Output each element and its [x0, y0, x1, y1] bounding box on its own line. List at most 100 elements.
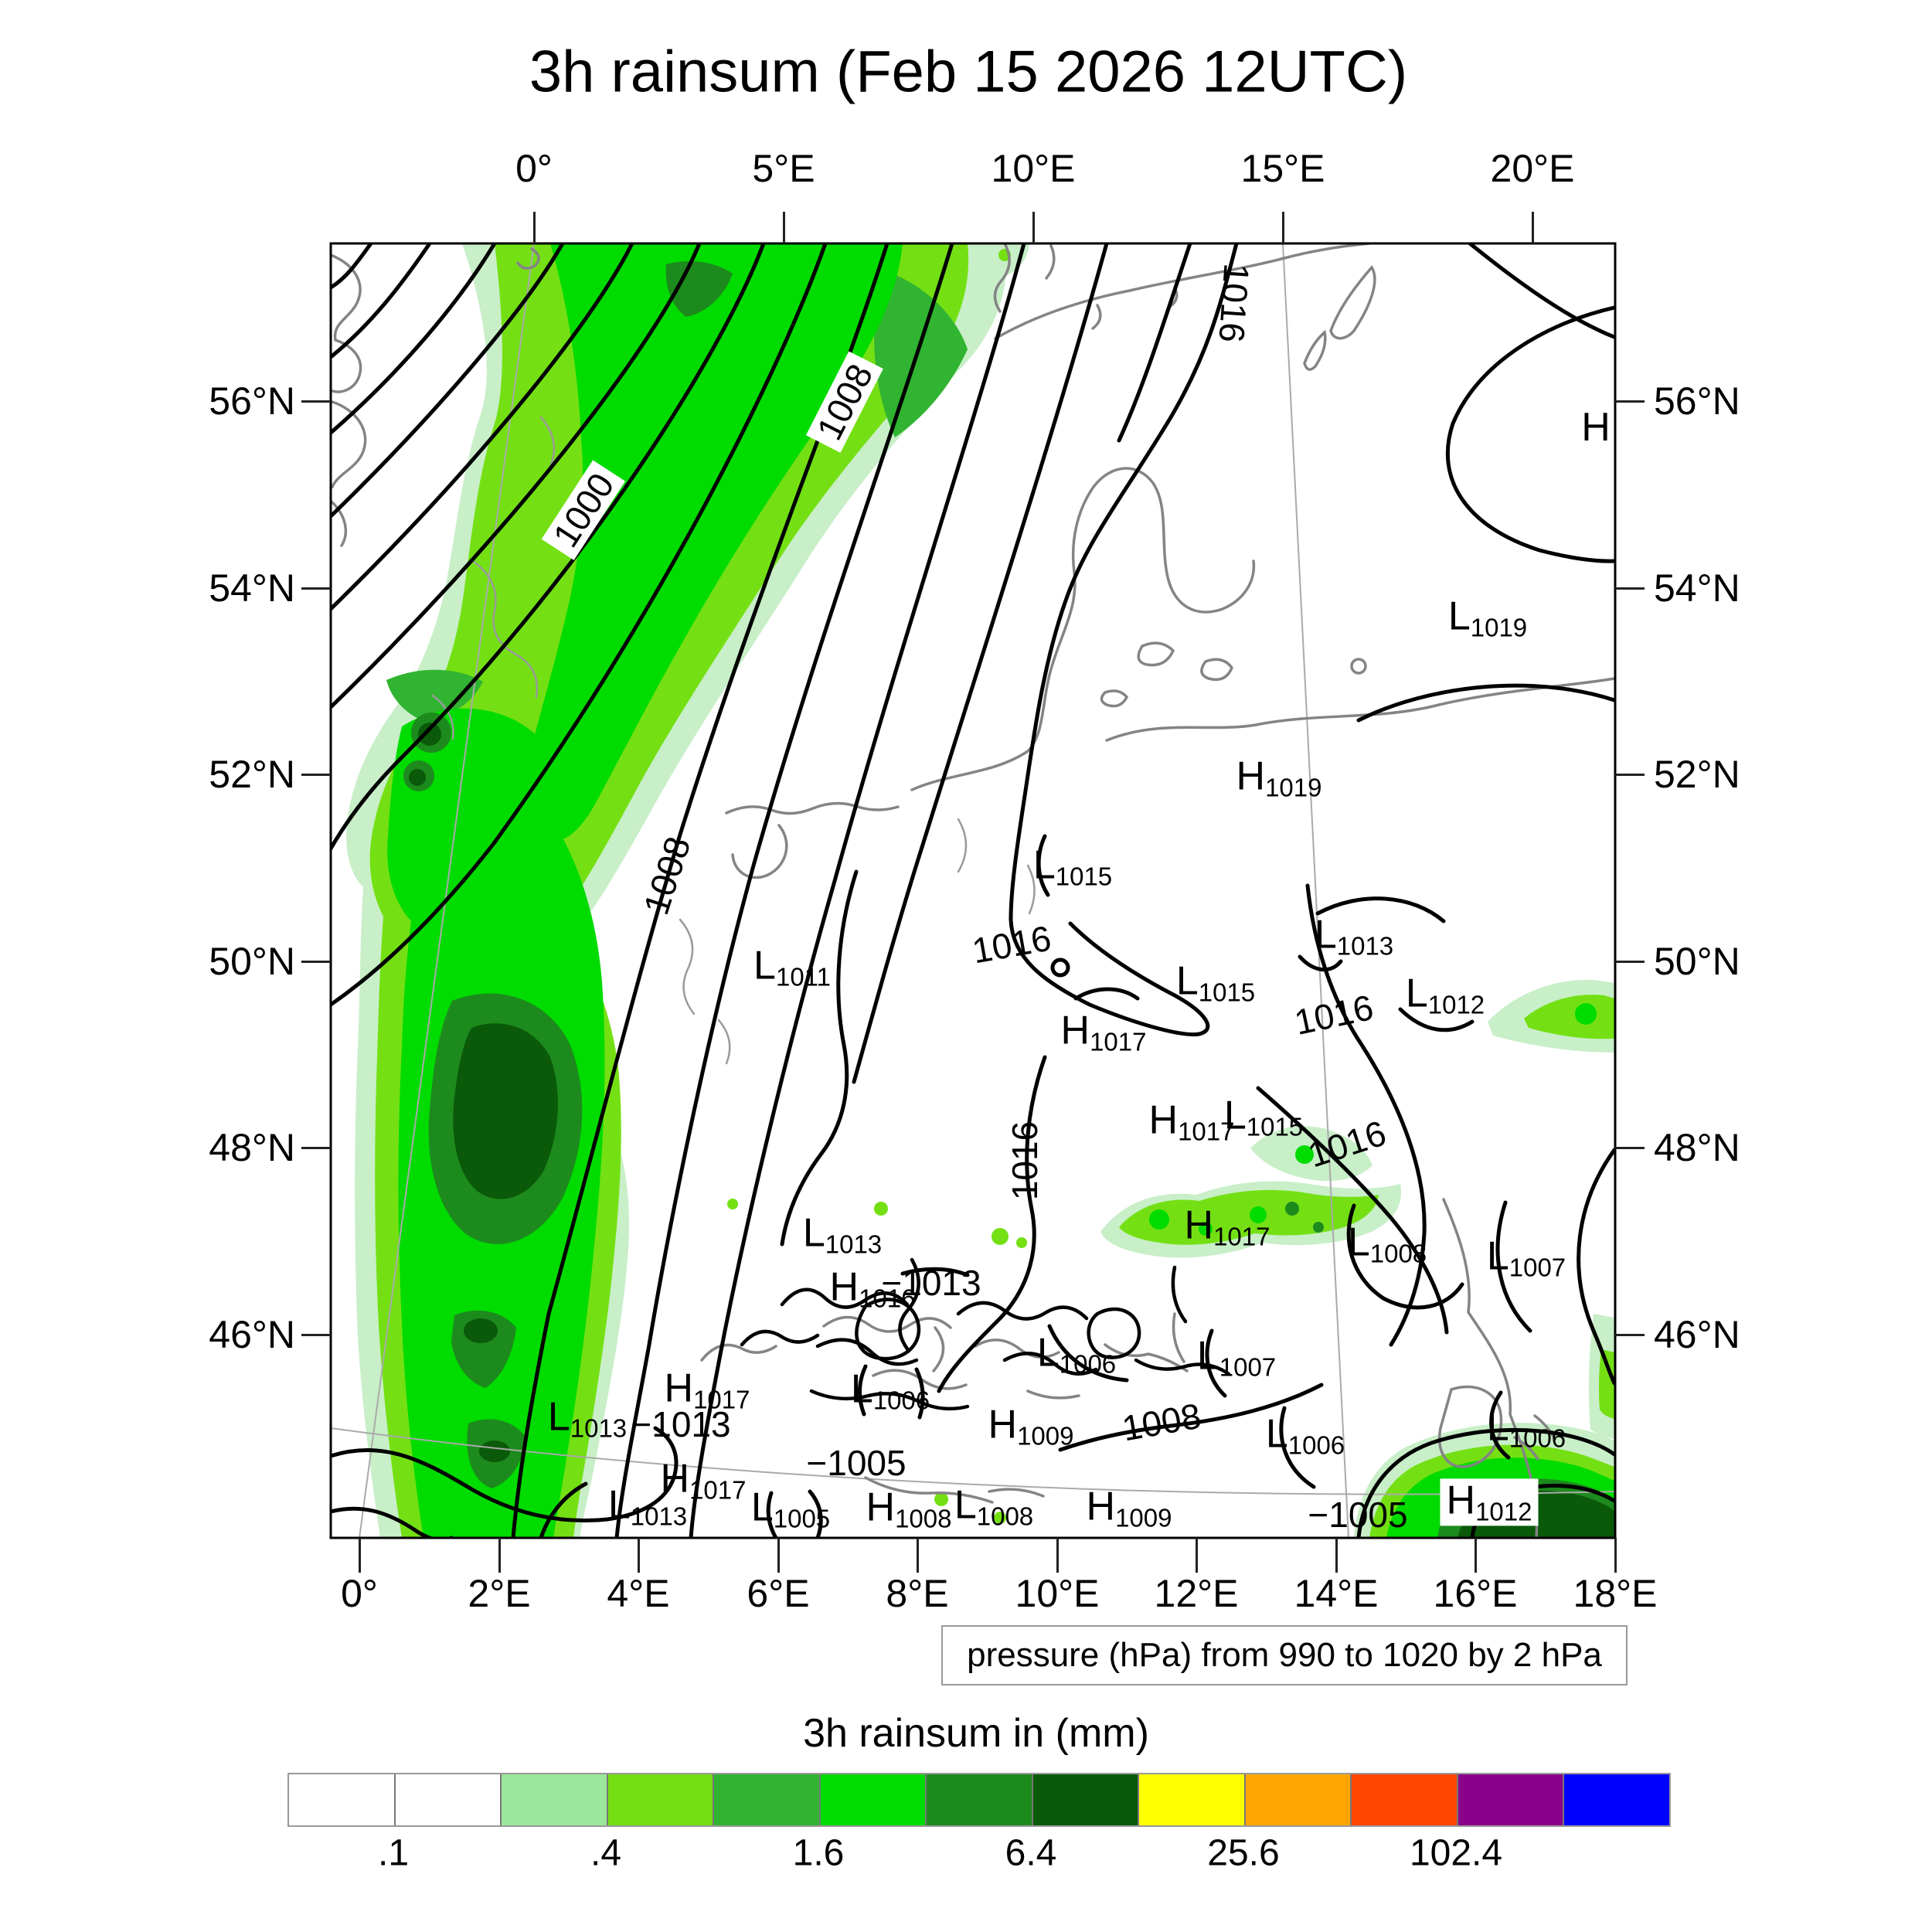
pressure-center-l: L1013: [1314, 912, 1394, 961]
colorbar-cell: [1243, 1774, 1351, 1825]
pressure-center-h: H1009: [988, 1402, 1074, 1451]
map-labels: 1000 1008 1008 1016 1016 1016 1016 1016 1008 −101…: [331, 243, 1615, 1538]
bottom-axis-label: 16°E: [1433, 1572, 1518, 1615]
bottom-tick: [637, 1538, 640, 1573]
page-title: 3h rainsum (Feb 15 2026 12UTC): [529, 39, 1408, 105]
contour-label: −1005: [806, 1443, 906, 1483]
top-tick: [1281, 212, 1284, 243]
left-tick: [301, 400, 331, 403]
colorbar-cell: [393, 1774, 501, 1825]
colorbar: [287, 1773, 1671, 1827]
colorbar-cell: [1138, 1774, 1244, 1825]
colorbar-tick-label: 6.4: [1005, 1832, 1057, 1874]
pressure-center-l: L1015: [1223, 1093, 1304, 1141]
left-axis-label: 54°N: [209, 566, 295, 610]
contour-label: −1013: [881, 1263, 981, 1303]
alpine-contours: [740, 1257, 1231, 1411]
left-axis-label: 52°N: [209, 753, 295, 796]
pressure-center-h: H1012: [1440, 1478, 1539, 1526]
map-border: [329, 242, 1617, 1539]
colorbar-cell: [1350, 1774, 1457, 1825]
colorbar-tick-label: 102.4: [1409, 1832, 1503, 1874]
pressure-center-l: L1006: [1486, 1404, 1566, 1453]
bottom-axis-label: 6°E: [747, 1572, 810, 1615]
top-axis-label: 20°E: [1490, 147, 1575, 190]
pressure-center-l: L1008: [954, 1482, 1034, 1531]
right-axis-label: 50°N: [1654, 940, 1740, 983]
bottom-tick: [498, 1538, 501, 1573]
contour-label: 1008: [635, 832, 699, 920]
colorbar-cell: [713, 1774, 819, 1825]
rain-fill-layer: [346, 243, 1614, 1538]
top-tick: [1032, 212, 1035, 243]
right-axis-label: 46°N: [1654, 1313, 1740, 1356]
pressure-center-l: L1005: [750, 1485, 831, 1533]
right-tick: [1615, 400, 1645, 403]
pressure-center-l: L1013: [607, 1482, 688, 1531]
left-axis-label: 50°N: [209, 940, 295, 983]
bottom-tick: [777, 1538, 780, 1573]
left-tick: [301, 1146, 331, 1149]
bottom-tick: [1056, 1538, 1059, 1573]
colorbar-cell: [289, 1774, 394, 1825]
contour-label: −1013: [631, 1404, 731, 1444]
graticule: [331, 243, 1615, 1538]
contour-label: 1008: [1119, 1395, 1204, 1449]
contour-label: 1016: [1211, 262, 1257, 344]
right-tick: [1615, 1333, 1645, 1336]
pressure-center-l: L1006: [1036, 1330, 1117, 1379]
pressure-center-l: L1006: [1265, 1411, 1345, 1460]
top-axis-label: 0°: [515, 147, 553, 190]
bottom-tick: [916, 1538, 919, 1573]
right-tick: [1615, 773, 1645, 776]
bottom-axis-label: 8°E: [886, 1572, 949, 1615]
left-tick: [301, 1333, 331, 1336]
contour-label: 1016: [969, 917, 1054, 971]
pressure-center-l: L1011: [753, 943, 831, 992]
top-tick: [782, 212, 785, 243]
pressure-center-h: H1017: [1148, 1097, 1235, 1146]
right-axis-label: 56°N: [1654, 379, 1740, 423]
bottom-axis-label: 0°: [341, 1572, 378, 1615]
pressure-center-l: L1006: [850, 1366, 930, 1415]
top-tick: [532, 212, 536, 243]
right-axis-label: 54°N: [1654, 566, 1740, 610]
contour-label: 1000: [541, 460, 626, 560]
colorbar-cell: [1456, 1774, 1563, 1825]
contour-label: 1016: [1005, 1121, 1045, 1201]
pressure-center-l: L1007: [1486, 1233, 1566, 1282]
bottom-axis-label: 4°E: [607, 1572, 670, 1615]
pressure-center-l: L1019: [1447, 594, 1528, 642]
pressure-center-l: L1008: [1347, 1219, 1427, 1268]
colorbar-cell: [606, 1774, 713, 1825]
pressure-center-h: H1017: [664, 1366, 750, 1414]
pressure-note: pressure (hPa) from 990 to 1020 by 2 hPa: [941, 1625, 1628, 1685]
contour-label: 1008: [805, 351, 884, 453]
pressure-center-l: L1015: [1032, 842, 1113, 891]
bottom-axis-label: 10°E: [1015, 1572, 1100, 1615]
left-axis-label: 56°N: [209, 379, 295, 423]
pressure-center-l: L1012: [1405, 971, 1485, 1019]
right-tick: [1615, 1146, 1645, 1149]
bottom-axis-label: 12°E: [1154, 1572, 1239, 1615]
colorbar-tick-label: 1.6: [792, 1832, 845, 1874]
colorbar-tick-label: .4: [590, 1832, 622, 1874]
pressure-center-h: H1017: [1060, 1008, 1147, 1056]
colorbar-cell: [1031, 1774, 1138, 1825]
colorbar-title: 3h rainsum in (mm): [803, 1711, 1149, 1756]
left-axis-label: 48°N: [209, 1126, 295, 1169]
colorbar-tick-label: .1: [377, 1832, 410, 1874]
pressure-center-l: L1007: [1196, 1333, 1277, 1382]
pressure-center-h: H: [1581, 405, 1611, 450]
pressure-center-h: H1019: [1236, 753, 1322, 802]
left-axis-label: 46°N: [209, 1313, 295, 1356]
pressure-center-h: H1016: [829, 1264, 916, 1313]
bottom-tick: [1335, 1538, 1338, 1573]
top-axis-label: 15°E: [1240, 147, 1325, 190]
colorbar-cell: [1563, 1774, 1669, 1825]
pressure-center-h: H1008: [866, 1485, 952, 1533]
top-axis-label: 5°E: [752, 147, 815, 190]
left-tick: [301, 773, 331, 776]
